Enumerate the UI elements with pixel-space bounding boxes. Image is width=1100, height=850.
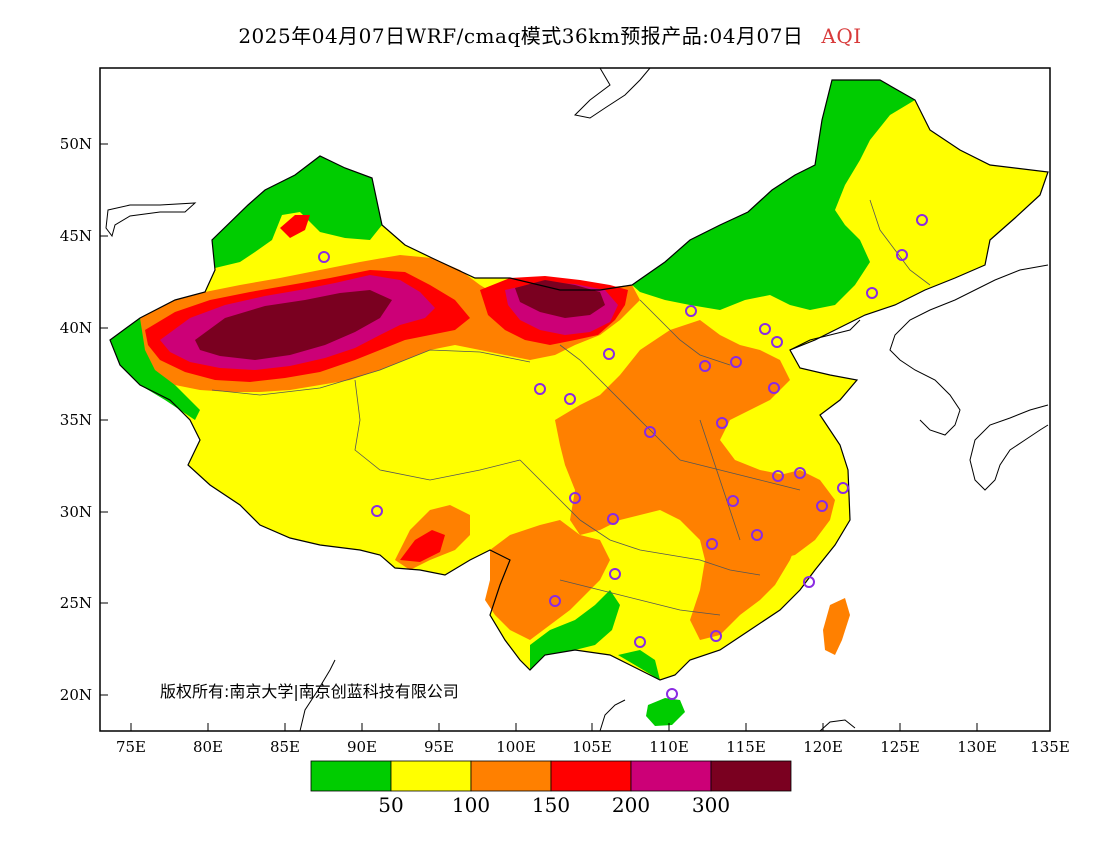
colorbar-label: 150 — [532, 793, 570, 817]
city-marker — [816, 500, 828, 512]
city-marker — [730, 356, 742, 368]
colorbar-swatch — [550, 760, 632, 792]
lon-label: 120E — [803, 738, 843, 756]
city-marker — [759, 323, 771, 335]
aqi-region-red-tibet — [400, 530, 445, 562]
title-text: 2025年04月07日WRF/cmaq模式36km预报产品:04月07日 — [238, 24, 804, 48]
city-marker — [318, 251, 330, 263]
lon-label: 130E — [957, 738, 997, 756]
city-marker — [803, 576, 815, 588]
lon-label: 135E — [1030, 738, 1070, 756]
city-markers — [318, 214, 928, 700]
colorbar-swatch — [310, 760, 392, 792]
lon-label: 110E — [649, 738, 689, 756]
city-marker — [564, 393, 576, 405]
city-marker — [716, 417, 728, 429]
colorbar-swatch — [470, 760, 552, 792]
city-marker — [794, 467, 806, 479]
colorbar-swatch — [630, 760, 712, 792]
aqi-region-orange-east — [740, 470, 835, 560]
city-marker — [644, 426, 656, 438]
lon-label: 115E — [726, 738, 766, 756]
colorbar-label: 300 — [692, 793, 730, 817]
map-frame — [99, 67, 1051, 732]
city-marker — [771, 336, 783, 348]
china-outline — [109, 79, 1049, 681]
map-title: 2025年04月07日WRF/cmaq模式36km预报产品:04月07日 AQI — [0, 20, 1100, 49]
aqi-region-red-xinjiang-spot — [280, 215, 310, 238]
lon-label: 105E — [572, 738, 612, 756]
lat-label: 45N — [60, 227, 92, 245]
city-marker — [666, 688, 678, 700]
aqi-region-maroon-taklimakan — [195, 290, 392, 360]
aqi-region-orange-central — [555, 320, 805, 640]
aqi-region-green-yunnan — [530, 590, 620, 670]
aqi-region-green-guangxi — [618, 650, 660, 680]
aqi-region-orange-southwest — [485, 520, 610, 640]
city-marker — [772, 470, 784, 482]
lon-label: 90E — [347, 738, 377, 756]
lat-label: 20N — [60, 686, 92, 704]
city-marker — [837, 482, 849, 494]
lon-label: 80E — [193, 738, 223, 756]
colorbar-swatch — [390, 760, 472, 792]
city-marker — [607, 513, 619, 525]
copyright-text: 版权所有:南京大学|南京创蓝科技有限公司 — [160, 682, 459, 701]
lon-label: 85E — [270, 738, 300, 756]
city-marker — [896, 249, 908, 261]
lat-label: 25N — [60, 594, 92, 612]
city-marker — [609, 568, 621, 580]
title-variable: AQI — [821, 24, 862, 48]
city-marker — [534, 383, 546, 395]
coastlines — [105, 68, 1049, 731]
city-marker — [751, 529, 763, 541]
city-marker — [706, 538, 718, 550]
city-marker — [866, 287, 878, 299]
aqi-fields: 版权所有:南京大学|南京创蓝科技有限公司 — [105, 68, 1049, 731]
colorbar-label: 200 — [612, 793, 650, 817]
lon-label: 100E — [496, 738, 536, 756]
aqi-region-green-xinjiang-north — [212, 156, 382, 268]
city-marker — [685, 305, 697, 317]
aqi-region-green-hainan — [646, 698, 685, 726]
city-marker — [634, 636, 646, 648]
province-boundaries — [211, 199, 931, 616]
aqi-region-orange-taiwan — [823, 598, 850, 655]
lon-label: 75E — [116, 738, 146, 756]
lon-label: 125E — [880, 738, 920, 756]
city-marker — [727, 495, 739, 507]
colorbar-label: 100 — [452, 793, 490, 817]
city-marker — [768, 382, 780, 394]
city-marker — [699, 360, 711, 372]
colorbar-swatch — [710, 760, 792, 792]
lat-label: 40N — [60, 319, 92, 337]
lon-axis: 75E 80E 85E 90E 95E 100E 105E 110E 115E … — [116, 723, 1070, 756]
lon-label: 95E — [424, 738, 454, 756]
aqi-region-green-northeast — [632, 80, 915, 310]
lat-label: 35N — [60, 411, 92, 429]
city-marker — [371, 505, 383, 517]
colorbar-label: 50 — [378, 793, 403, 817]
city-marker — [710, 630, 722, 642]
lat-axis: 50N 45N 40N 35N 30N 25N 20N — [60, 135, 108, 704]
city-marker — [549, 595, 561, 607]
lat-label: 30N — [60, 503, 92, 521]
city-marker — [603, 348, 615, 360]
city-marker — [569, 492, 581, 504]
lat-label: 50N — [60, 135, 92, 153]
city-marker — [916, 214, 928, 226]
colorbar: 50 100 150 200 300 — [310, 760, 792, 817]
